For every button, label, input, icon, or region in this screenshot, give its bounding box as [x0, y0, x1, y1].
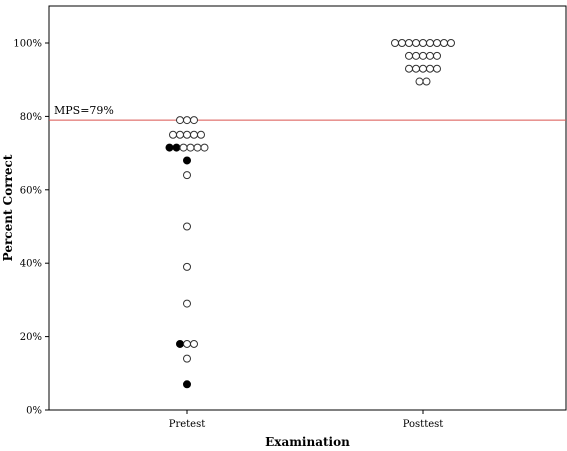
open-data-point [183, 130, 191, 139]
y-axis-title: Percent Correct [1, 154, 15, 261]
open-data-point [183, 299, 191, 308]
x-axis-title: Examination [265, 435, 350, 449]
open-data-point [447, 39, 455, 47]
open-data-point [186, 143, 195, 152]
open-data-point [426, 51, 434, 60]
open-data-point [176, 130, 184, 139]
y-tick-label: 40% [20, 259, 42, 270]
open-data-point [419, 39, 427, 47]
open-data-point [415, 77, 424, 86]
open-data-point [200, 143, 209, 152]
open-data-point [190, 339, 198, 348]
data-points [165, 39, 455, 389]
x-axis-ticks: Pretest Posttest [169, 410, 444, 430]
y-tick-label: 100% [13, 39, 42, 50]
open-data-point [433, 39, 441, 47]
open-data-point [197, 130, 205, 139]
y-tick-label: 80% [20, 112, 42, 123]
y-tick-label: 20% [20, 332, 42, 343]
open-data-point [433, 64, 441, 73]
open-data-point [183, 222, 191, 231]
open-data-point [440, 39, 448, 47]
open-data-point [190, 116, 198, 125]
mps-reference-label: MPS=79% [54, 104, 114, 117]
filled-data-point [183, 380, 191, 389]
open-data-point [183, 116, 191, 125]
open-data-point [176, 116, 184, 125]
filled-data-point [183, 156, 191, 165]
plot-frame [48, 5, 567, 411]
open-data-point [405, 51, 413, 60]
x-tick-label: Posttest [403, 419, 444, 430]
open-data-point [405, 64, 413, 73]
x-tick-label: Pretest [169, 419, 206, 430]
open-data-point [412, 51, 420, 60]
open-data-point [183, 354, 191, 363]
open-data-point [426, 39, 434, 47]
open-data-point [169, 130, 177, 139]
open-data-point [412, 64, 420, 73]
filled-data-point [176, 339, 184, 348]
open-data-point [419, 51, 427, 60]
open-data-point [190, 130, 198, 139]
open-data-point [391, 39, 399, 47]
open-data-point [412, 39, 420, 47]
open-data-point [183, 262, 191, 271]
filled-data-point [172, 143, 181, 152]
open-data-point [422, 77, 431, 86]
open-data-point [193, 143, 202, 152]
open-data-point [183, 339, 191, 348]
y-axis-ticks: 0% 20% 40% 60% 80% 100% [13, 39, 49, 417]
open-data-point [398, 39, 406, 47]
open-data-point [183, 171, 191, 180]
y-tick-label: 60% [20, 185, 42, 196]
y-tick-label: 0% [26, 406, 42, 417]
open-data-point [179, 143, 188, 152]
filled-data-point [165, 143, 174, 152]
open-data-point [433, 51, 441, 60]
open-data-point [419, 64, 427, 73]
open-data-point [426, 64, 434, 73]
y-axis-title-group: Percent Correct [1, 154, 15, 261]
open-data-point [405, 39, 413, 47]
